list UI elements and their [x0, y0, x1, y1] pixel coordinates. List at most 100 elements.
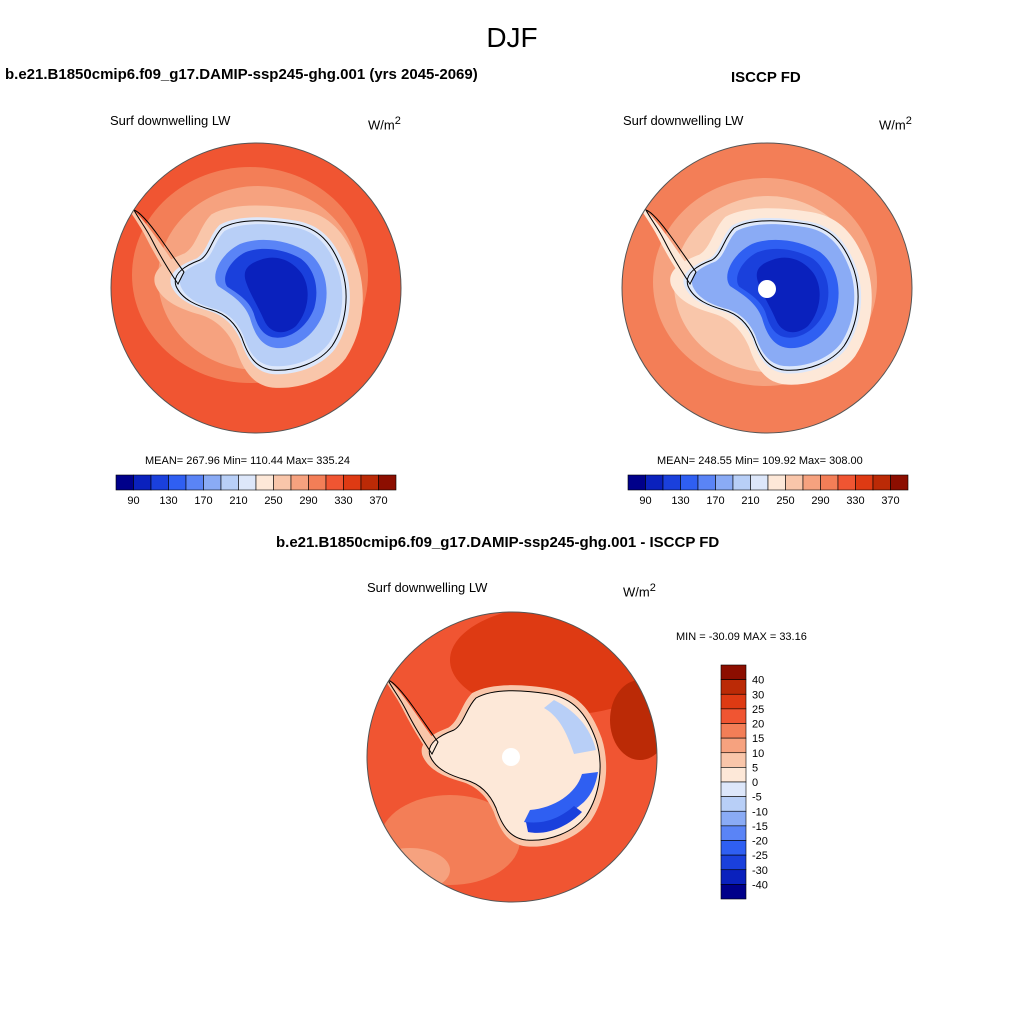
model-colorbar: 90 130 170 210 250 290 330 370 — [115, 474, 397, 507]
diff-map-border — [366, 611, 658, 903]
model-colorbar-swatch-1 — [133, 474, 152, 491]
obs-variable-label: Surf downwelling LW — [623, 113, 744, 128]
model-colorbar-tick-label: 130 — [159, 495, 177, 507]
diff-colorbar-tick-label: -30 — [752, 865, 768, 877]
model-colorbar-tick-label: 170 — [194, 495, 212, 507]
diff-colorbar-tick-label: -15 — [752, 821, 768, 833]
diff-colorbar-tick-label: 20 — [752, 719, 764, 731]
obs-colorbar-swatch-14 — [872, 474, 891, 491]
diff-colorbar-swatch-11 — [720, 825, 747, 841]
obs-colorbar-swatch-5 — [715, 474, 734, 491]
diff-colorbar-swatch-8 — [720, 781, 747, 797]
diff-variable-label: Surf downwelling LW — [367, 580, 488, 595]
obs-colorbar-swatch-8 — [767, 474, 786, 491]
model-colorbar-tick-label: 90 — [127, 495, 139, 507]
obs-colorbar-tick-label: 290 — [811, 495, 829, 507]
diff-ice-deep-south — [526, 806, 582, 833]
model-colorbar-swatch-12 — [325, 474, 344, 491]
model-colorbar-swatch-0 — [115, 474, 134, 491]
model-colorbar-swatch-11 — [308, 474, 327, 491]
diff-colorbar-swatch-3 — [720, 708, 747, 724]
model-colorbar-swatch-2 — [150, 474, 169, 491]
diff-colorbar-tick-label: 30 — [752, 689, 764, 701]
diff-colorbar-tick-label: 5 — [752, 762, 758, 774]
diff-colorbar-swatch-7 — [720, 767, 747, 783]
diff-ice-cool-east — [544, 700, 596, 754]
model-units-label: W/m2 — [368, 115, 401, 133]
obs-colorbar-tick-label: 330 — [846, 495, 864, 507]
diff-units-label: W/m2 — [623, 582, 656, 600]
diff-ice-cool-south — [524, 772, 598, 824]
diff-colorbar-tick-label: -20 — [752, 836, 768, 848]
diff-pole-hole — [502, 748, 520, 766]
obs-colorbar-swatch-13 — [855, 474, 874, 491]
obs-pole-hole — [758, 280, 776, 298]
model-colorbar-tick-label: 290 — [299, 495, 317, 507]
model-colorbar-swatch-6 — [220, 474, 239, 491]
obs-colorbar-tick-label: 210 — [741, 495, 759, 507]
diff-colorbar-swatch-5 — [720, 737, 747, 754]
model-colorbar-tick-label: 210 — [229, 495, 247, 507]
obs-stats: MEAN= 248.55 Min= 109.92 Max= 308.00 — [657, 455, 863, 467]
obs-colorbar-tick-label: 90 — [639, 495, 651, 507]
model-colorbar-tick-label: 250 — [264, 495, 282, 507]
model-colorbar-swatch-7 — [238, 474, 257, 491]
model-colorbar-swatch-3 — [168, 474, 187, 491]
model-colorbar-swatch-13 — [343, 474, 362, 491]
diff-colorbar-swatch-13 — [720, 854, 747, 871]
obs-colorbar-swatch-7 — [750, 474, 769, 491]
diff-colorbar-tick-label: 40 — [752, 675, 764, 687]
model-colorbar-tick-label: 330 — [334, 495, 352, 507]
diff-colorbar-tick-label: -25 — [752, 850, 768, 862]
diff-colorbar-swatch-9 — [720, 796, 747, 812]
diff-colorbar-swatch-4 — [720, 723, 747, 739]
diff-stats: MIN = -30.09 MAX = 33.16 — [676, 631, 807, 643]
diff-colorbar-swatch-6 — [720, 752, 747, 768]
model-map — [111, 143, 401, 433]
obs-colorbar-swatch-11 — [820, 474, 839, 491]
obs-colorbar-tick-label: 370 — [881, 495, 899, 507]
diff-colorbar-swatch-14 — [720, 869, 747, 885]
obs-colorbar-tick-label: 130 — [671, 495, 689, 507]
obs-units-label: W/m2 — [879, 115, 912, 133]
obs-colorbar-tick-label: 250 — [776, 495, 794, 507]
diff-colorbar-swatch-10 — [720, 810, 747, 827]
diff-map — [367, 612, 657, 902]
obs-colorbar-tick-label: 170 — [706, 495, 724, 507]
model-map-border — [110, 142, 402, 434]
model-colorbar-swatch-5 — [203, 474, 222, 491]
obs-colorbar-swatch-10 — [802, 474, 821, 491]
diff-ocean-light-south — [370, 848, 450, 892]
diff-colorbar-swatch-12 — [720, 840, 747, 856]
diff-colorbar-swatch-2 — [720, 693, 747, 710]
diff-colorbar-tick-label: -40 — [752, 879, 768, 891]
model-stats: MEAN= 267.96 Min= 110.44 Max= 335.24 — [145, 455, 350, 467]
model-panel-title: b.e21.B1850cmip6.f09_g17.DAMIP-ssp245-gh… — [5, 66, 478, 83]
diff-colorbar-tick-label: -10 — [752, 806, 768, 818]
model-colorbar-tick-label: 370 — [369, 495, 387, 507]
model-colorbar-swatch-15 — [378, 474, 397, 491]
obs-colorbar: 90 130 170 210 250 290 330 370 — [627, 474, 909, 507]
diff-colorbar-tick-label: 25 — [752, 704, 764, 716]
diff-colorbar-tick-label: -5 — [752, 792, 762, 804]
diff-colorbar-swatch-15 — [720, 884, 747, 900]
obs-panel-title: ISCCP FD — [731, 69, 801, 86]
diff-colorbar-swatch-1 — [720, 679, 747, 695]
model-colorbar-swatch-9 — [273, 474, 292, 491]
diff-panel-title: b.e21.B1850cmip6.f09_g17.DAMIP-ssp245-gh… — [276, 534, 720, 551]
model-colorbar-swatch-8 — [255, 474, 274, 491]
diff-colorbar-tick-label: 0 — [752, 777, 758, 789]
obs-colorbar-swatch-6 — [732, 474, 751, 491]
season-title: DJF — [486, 22, 538, 53]
model-variable-label: Surf downwelling LW — [110, 113, 231, 128]
diff-colorbar-tick-label: 10 — [752, 748, 764, 760]
obs-colorbar-swatch-9 — [785, 474, 804, 491]
obs-colorbar-swatch-3 — [680, 474, 699, 491]
obs-colorbar-swatch-12 — [837, 474, 856, 491]
obs-colorbar-swatch-0 — [627, 474, 646, 491]
obs-colorbar-swatch-1 — [645, 474, 664, 491]
model-colorbar-swatch-10 — [290, 474, 309, 491]
diff-colorbar: 40 30 25 20 15 10 5 0 -5 -10 -15 -20 -25 -30 -40 — [720, 664, 768, 900]
diff-ocean-warm-east — [610, 680, 657, 760]
